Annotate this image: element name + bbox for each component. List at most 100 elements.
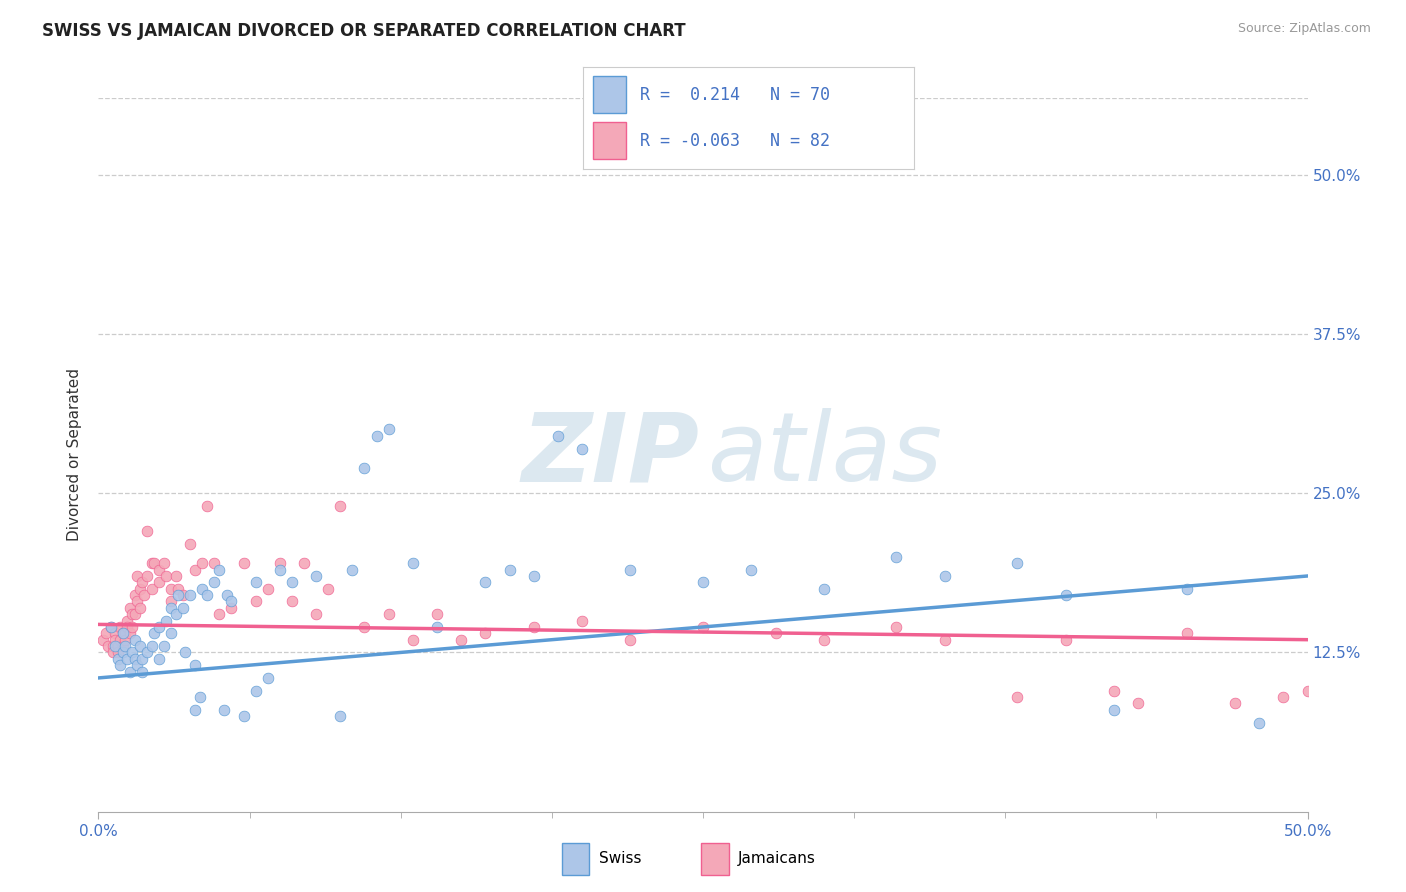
Point	[179, 588, 201, 602]
Point	[118, 626, 141, 640]
Point	[107, 652, 129, 666]
Point	[1175, 626, 1198, 640]
Point	[204, 556, 226, 570]
Point	[191, 582, 214, 596]
Point	[184, 703, 207, 717]
Point	[269, 556, 291, 570]
Point	[124, 632, 146, 647]
Point	[184, 563, 207, 577]
Point	[111, 639, 134, 653]
Point	[104, 626, 127, 640]
Text: Source: ZipAtlas.com: Source: ZipAtlas.com	[1237, 22, 1371, 36]
Point	[94, 626, 117, 640]
Point	[208, 563, 231, 577]
Point	[245, 683, 267, 698]
Point	[184, 658, 207, 673]
Bar	[593, 76, 627, 113]
Point	[118, 600, 141, 615]
Point	[114, 632, 136, 647]
Point	[377, 422, 399, 436]
Point	[474, 575, 496, 590]
Point	[232, 709, 254, 723]
Point	[160, 582, 183, 596]
Point	[104, 639, 127, 653]
Point	[124, 607, 146, 622]
Point	[108, 620, 131, 634]
Point	[104, 632, 127, 647]
Point	[141, 639, 163, 653]
Point	[117, 614, 139, 628]
Point	[172, 600, 194, 615]
Point	[212, 703, 235, 717]
Point	[316, 582, 339, 596]
Point	[148, 620, 170, 634]
Point	[174, 645, 197, 659]
Point	[1296, 683, 1319, 698]
Point	[886, 620, 908, 634]
Text: SWISS VS JAMAICAN DIVORCED OR SEPARATED CORRELATION CHART: SWISS VS JAMAICAN DIVORCED OR SEPARATED …	[42, 22, 686, 40]
Point	[305, 569, 328, 583]
Point	[121, 620, 143, 634]
Point	[402, 556, 425, 570]
Point	[256, 582, 278, 596]
Point	[160, 600, 183, 615]
Point	[450, 632, 472, 647]
Point	[111, 626, 134, 640]
Point	[160, 626, 183, 640]
Point	[111, 645, 134, 659]
Point	[124, 588, 146, 602]
Point	[221, 600, 243, 615]
Point	[523, 569, 546, 583]
Point	[152, 639, 174, 653]
Point	[160, 594, 183, 608]
Point	[97, 639, 120, 653]
Point	[1007, 556, 1029, 570]
Text: Jamaicans: Jamaicans	[738, 852, 815, 866]
Point	[128, 639, 150, 653]
Point	[692, 620, 714, 634]
Point	[108, 658, 131, 673]
Point	[191, 556, 214, 570]
Point	[188, 690, 211, 704]
Point	[111, 626, 134, 640]
Y-axis label: Divorced or Separated: Divorced or Separated	[67, 368, 83, 541]
Point	[215, 588, 238, 602]
Point	[366, 429, 388, 443]
Point	[1054, 588, 1077, 602]
Point	[143, 556, 166, 570]
Point	[167, 582, 190, 596]
Point	[127, 658, 149, 673]
Point	[292, 556, 315, 570]
Point	[135, 645, 157, 659]
Point	[934, 632, 956, 647]
Point	[100, 620, 122, 634]
Point	[619, 563, 641, 577]
Point	[245, 575, 267, 590]
Point	[765, 626, 787, 640]
Point	[135, 569, 157, 583]
Point	[886, 549, 908, 564]
Point	[131, 652, 153, 666]
Point	[172, 588, 194, 602]
Point	[165, 607, 187, 622]
Point	[740, 563, 762, 577]
Point	[305, 607, 328, 622]
Point	[1223, 697, 1246, 711]
Point	[474, 626, 496, 640]
Text: R = -0.063   N = 82: R = -0.063 N = 82	[640, 132, 830, 150]
Point	[1249, 715, 1271, 730]
Text: R =  0.214   N = 70: R = 0.214 N = 70	[640, 86, 830, 103]
Point	[127, 569, 149, 583]
Point	[101, 639, 124, 653]
Point	[100, 620, 122, 634]
Point	[245, 594, 267, 608]
Point	[121, 607, 143, 622]
Point	[148, 575, 170, 590]
Point	[1007, 690, 1029, 704]
Point	[179, 537, 201, 551]
Point	[114, 639, 136, 653]
Point	[232, 556, 254, 570]
Point	[498, 563, 520, 577]
Text: Swiss: Swiss	[599, 852, 641, 866]
Point	[124, 652, 146, 666]
